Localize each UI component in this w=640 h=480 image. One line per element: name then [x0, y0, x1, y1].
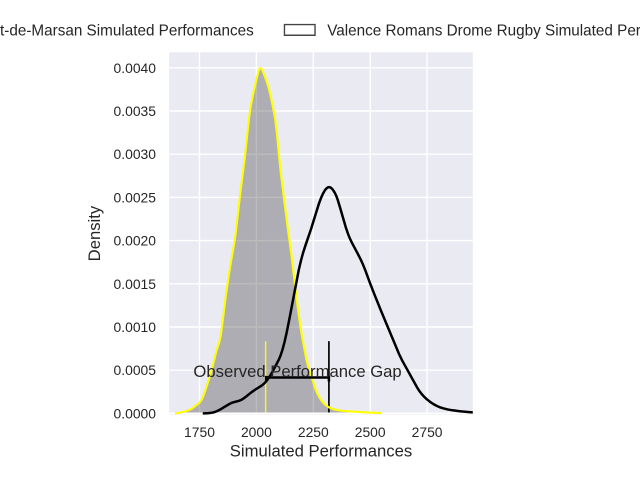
svg-text:0.0035: 0.0035: [114, 103, 157, 119]
svg-text:0.0030: 0.0030: [114, 146, 157, 162]
svg-text:Mont-de-Marsan Simulated Perfo: Mont-de-Marsan Simulated Performances: [0, 22, 254, 39]
svg-text:Density: Density: [85, 205, 104, 261]
svg-text:Simulated Performances: Simulated Performances: [230, 442, 412, 461]
svg-text:0.0025: 0.0025: [114, 189, 157, 205]
svg-text:Valence Romans Drome Rugby Sim: Valence Romans Drome Rugby Simulated Per…: [327, 22, 640, 39]
svg-text:2000: 2000: [241, 424, 272, 440]
svg-text:0.0020: 0.0020: [114, 233, 157, 249]
svg-text:0.0040: 0.0040: [114, 60, 157, 76]
svg-text:0.0010: 0.0010: [114, 319, 157, 335]
svg-text:2250: 2250: [298, 424, 329, 440]
svg-text:1750: 1750: [184, 424, 215, 440]
svg-text:0.0005: 0.0005: [114, 362, 157, 378]
svg-text:2500: 2500: [355, 424, 386, 440]
svg-text:2750: 2750: [412, 424, 443, 440]
svg-text:0.0015: 0.0015: [114, 276, 157, 292]
svg-text:0.0000: 0.0000: [114, 405, 157, 421]
svg-text:Observed Performance Gap: Observed Performance Gap: [193, 362, 401, 381]
